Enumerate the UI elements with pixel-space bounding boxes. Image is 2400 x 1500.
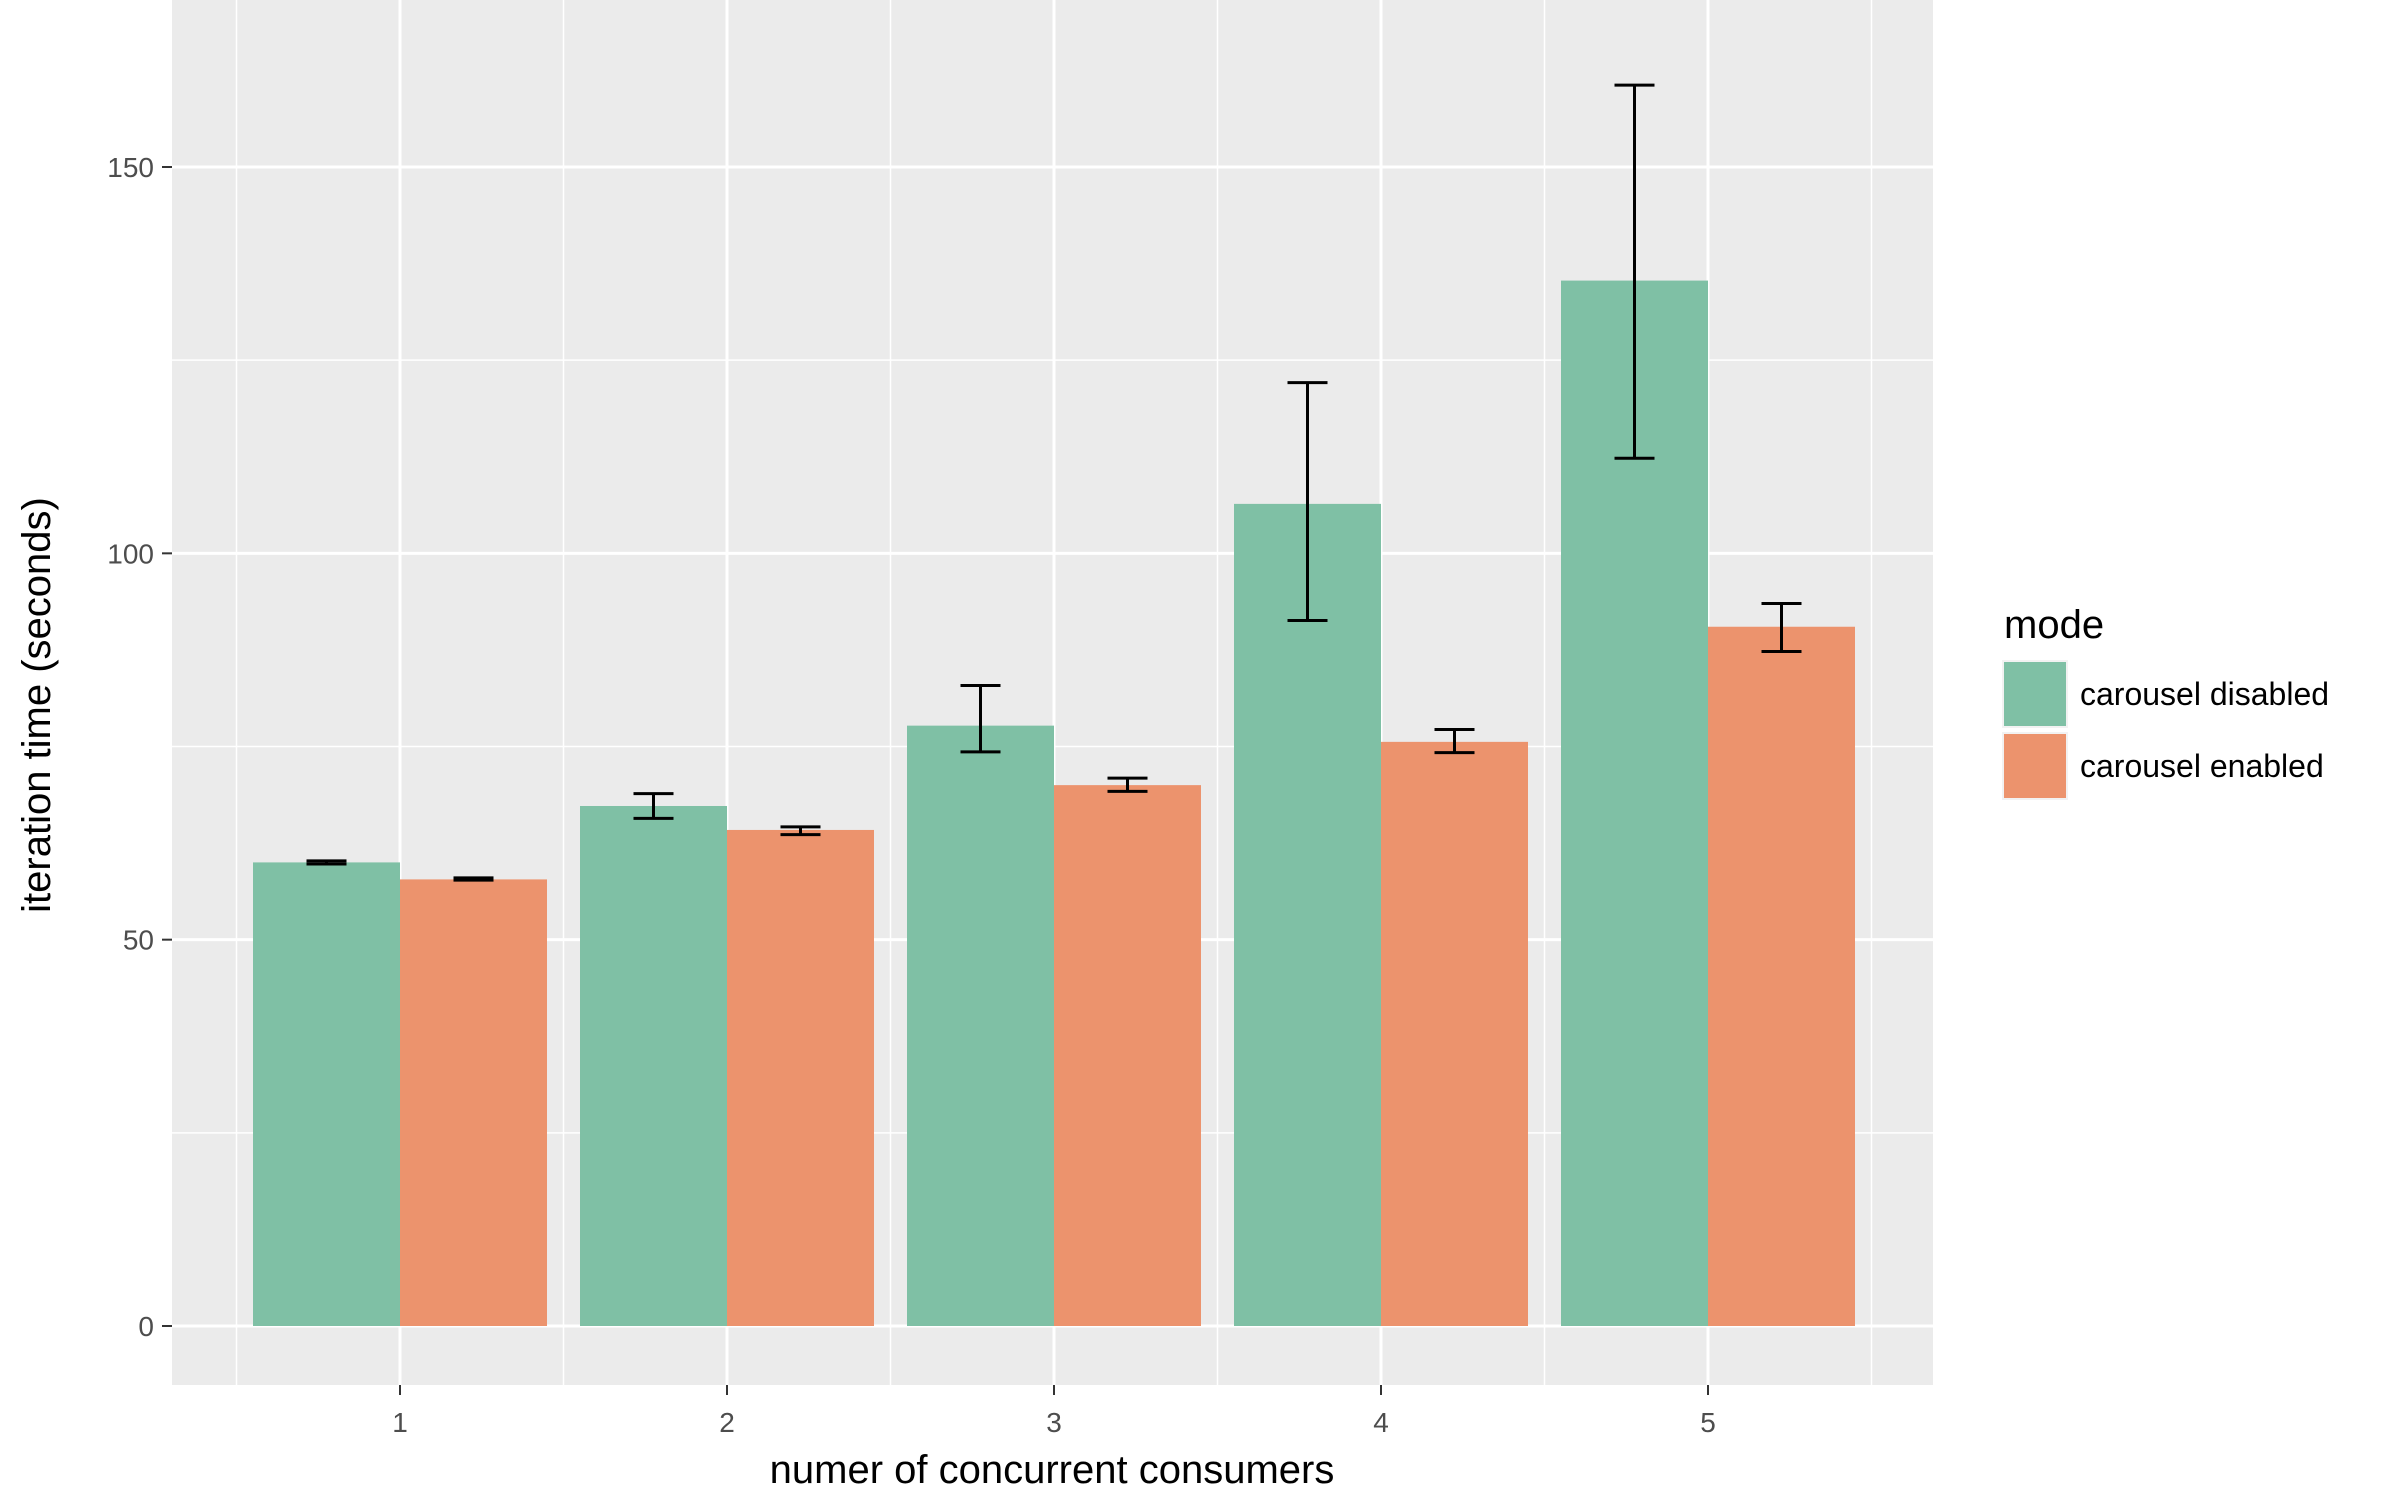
legend-swatch [2004,734,2066,798]
error-bar-disabled-2 [633,792,674,820]
y-axis: 0 50 100 150 [107,152,172,1342]
x-tick-label-1: 1 [392,1407,408,1438]
y-tick-label-0: 0 [138,1311,154,1342]
legend-label: carousel disabled [2080,676,2329,712]
error-bar-enabled-3 [1107,776,1148,793]
bar-enabled-3 [1054,785,1201,1326]
error-bar-disabled-3 [960,683,1001,754]
x-tick-label-4: 4 [1373,1407,1389,1438]
error-bar-enabled-2 [780,825,821,837]
error-bar-disabled-5 [1614,83,1655,460]
legend-label: carousel enabled [2080,748,2324,784]
x-axis: 1 2 3 4 5 [392,1385,1716,1438]
bar-enabled-5 [1708,626,1855,1326]
error-bars [306,83,1802,882]
bar-enabled-2 [727,829,874,1326]
legend-items: carousel disabled carousel enabled [2002,660,2329,800]
error-bar-disabled-4 [1287,381,1328,623]
x-axis-title: numer of concurrent consumers [770,1448,1335,1492]
bar-disabled-1 [253,862,400,1326]
error-bar-enabled-4 [1434,728,1475,755]
y-axis-title: iteration time (seconds) [15,497,59,913]
x-tick-label-3: 3 [1046,1407,1062,1438]
error-bar-enabled-5 [1761,602,1802,653]
y-tick-label-100: 100 [107,538,154,569]
bar-disabled-2 [580,805,727,1326]
legend: mode carousel disabled carousel enabled [2002,603,2329,800]
legend-title: mode [2004,603,2104,647]
y-tick-label-150: 150 [107,152,154,183]
y-tick-label-50: 50 [123,925,154,956]
legend-swatch [2004,662,2066,726]
bars [253,280,1855,1326]
error-bar-disabled-1 [306,859,347,866]
legend-item-enabled: carousel enabled [2002,732,2324,800]
x-tick-label-2: 2 [719,1407,735,1438]
bar-disabled-3 [907,725,1054,1326]
legend-item-disabled: carousel disabled [2002,660,2329,728]
bar-disabled-4 [1234,503,1381,1326]
error-bar-enabled-1 [453,876,494,882]
x-tick-label-5: 5 [1700,1407,1716,1438]
bar-enabled-4 [1381,741,1528,1326]
bar-enabled-1 [400,879,547,1326]
